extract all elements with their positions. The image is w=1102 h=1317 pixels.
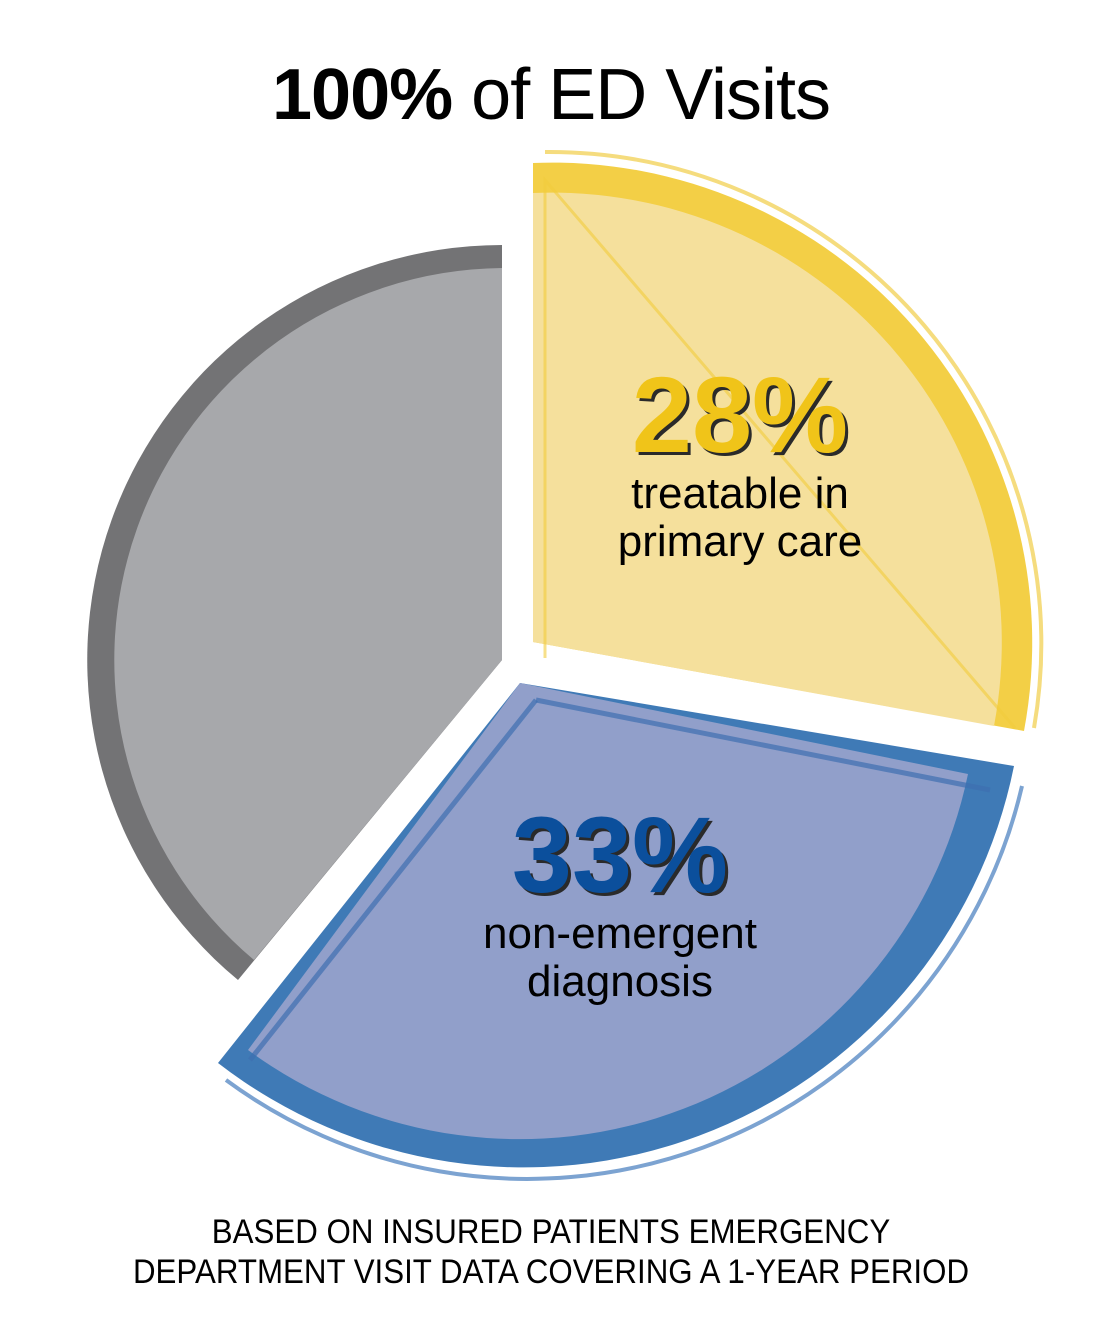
percent-non-emergent: 33% [511, 794, 729, 915]
pie-slice-other [87, 245, 503, 980]
desc-non-emergent-line1: non-emergent [483, 909, 757, 958]
chart-title: 100% of ED Visits [0, 50, 1102, 140]
chart-title-bold: 100% [272, 55, 453, 135]
chart-title-rest: of ED Visits [452, 55, 831, 135]
desc-non-emergent-line2: diagnosis [527, 957, 713, 1006]
footnote-line1: BASED ON INSURED PATIENTS EMERGENCY [211, 1213, 891, 1251]
label-non-emergent: 33% non-emergent diagnosis [420, 800, 820, 1006]
desc-primary-care-line2: primary care [617, 517, 863, 566]
pie-slice-primary-care [533, 149, 1044, 732]
label-primary-care: 28% treatable in primary care [560, 360, 920, 566]
footnote-line2: DEPARTMENT VISIT DATA COVERING A 1-YEAR … [132, 1253, 970, 1291]
pie-slice-non-emergent [218, 683, 1024, 1181]
desc-primary-care-line1: treatable in [631, 469, 849, 518]
footnote: BASED ON INSURED PATIENTS EMERGENCY DEPA… [44, 1212, 1058, 1292]
percent-primary-care: 28% [631, 354, 849, 475]
